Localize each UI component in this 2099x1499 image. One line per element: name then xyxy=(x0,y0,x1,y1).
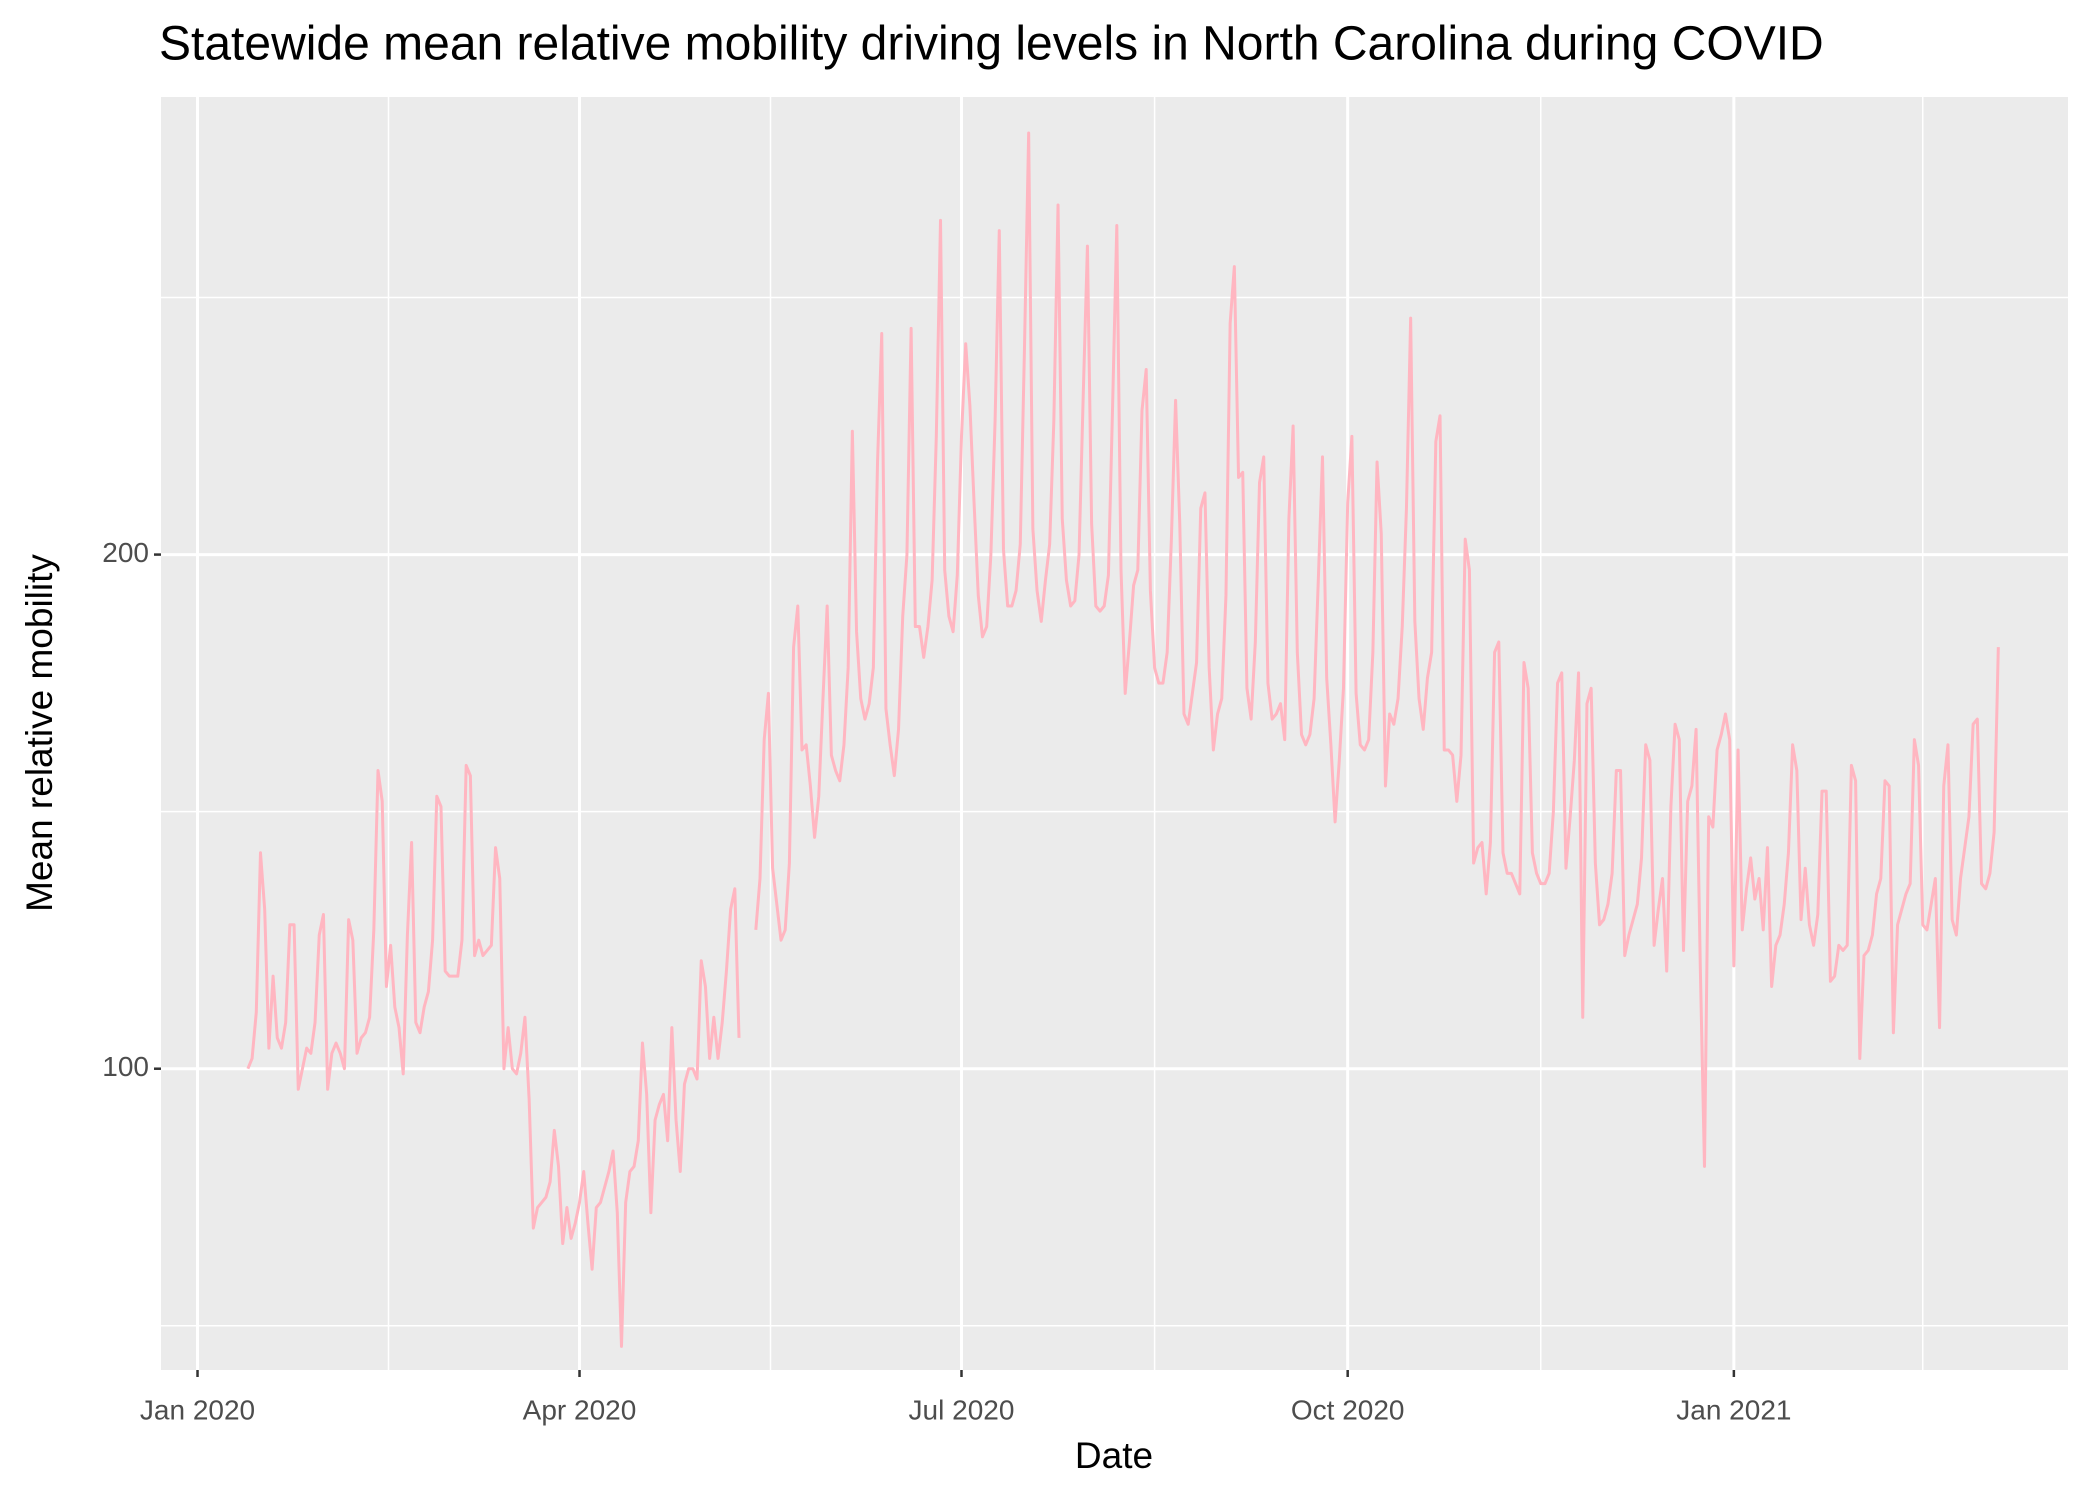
x-tick-label: Apr 2020 xyxy=(523,1394,637,1425)
x-tick-label: Jan 2021 xyxy=(1676,1394,1791,1425)
x-tick-label: Jul 2020 xyxy=(909,1394,1015,1425)
x-tick-label: Jan 2020 xyxy=(140,1394,255,1425)
x-tick-label: Oct 2020 xyxy=(1291,1394,1405,1425)
x-axis-title: Date xyxy=(1075,1435,1153,1476)
y-tick-label: 100 xyxy=(102,1051,149,1082)
y-axis-title: Mean relative mobility xyxy=(19,554,60,912)
data-line xyxy=(246,131,2000,1348)
chart-title: Statewide mean relative mobility driving… xyxy=(159,18,1824,71)
y-tick-label: 200 xyxy=(102,537,149,568)
